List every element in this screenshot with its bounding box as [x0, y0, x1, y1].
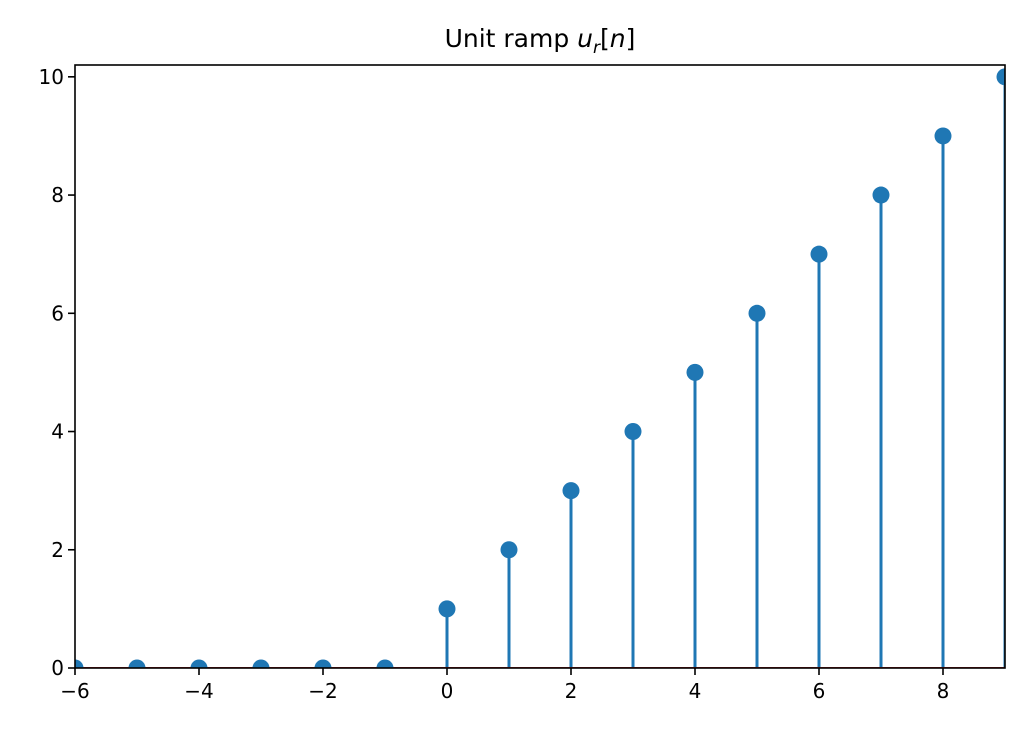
y-tick-label: 2	[51, 538, 64, 562]
y-tick-label: 4	[51, 420, 64, 444]
y-tick-label: 8	[51, 183, 64, 207]
x-tick-label: 2	[565, 679, 578, 703]
x-tick-label: −4	[184, 679, 213, 703]
chart-title-sub: r	[593, 38, 601, 58]
stem-marker	[562, 482, 580, 500]
stem-marker	[128, 659, 146, 668]
stem-marker	[686, 363, 704, 381]
stem-marker	[190, 659, 208, 668]
x-tick-label: 6	[813, 679, 826, 703]
chart-title: Unit ramp ur[n]	[445, 24, 636, 58]
x-tick-label: −6	[60, 679, 89, 703]
stem-marker	[314, 659, 332, 668]
stem-marker	[872, 186, 890, 204]
stem-marker	[500, 541, 518, 559]
stem-marker	[624, 423, 642, 441]
stem-marker	[75, 659, 84, 668]
stem-marker	[748, 304, 766, 322]
stem-marker	[252, 659, 270, 668]
x-tick-label: 8	[937, 679, 950, 703]
x-tick-label: 0	[441, 679, 454, 703]
stem-marks	[75, 68, 1005, 668]
axes-frame	[74, 64, 1006, 669]
chart-title-prefix: Unit ramp	[445, 24, 578, 53]
chart-title-open: [	[600, 24, 610, 53]
x-tick-label: 4	[689, 679, 702, 703]
y-tick-label: 0	[51, 656, 64, 680]
stem-marker	[376, 659, 394, 668]
x-tick-label: −2	[308, 679, 337, 703]
stem-marker	[810, 245, 828, 263]
chart-title-n: n	[610, 24, 626, 53]
stem-marker	[934, 127, 952, 145]
chart-title-close: ]	[626, 24, 636, 53]
stem-marker	[438, 600, 456, 618]
plot-area: −6 −4 −2 0 2 4 6 8 0 2 4 6 8 10	[39, 64, 1006, 703]
chart-title-var: u	[577, 24, 593, 53]
y-tick-label: 6	[51, 301, 64, 325]
stem-marker	[996, 68, 1005, 86]
y-tick-label: 10	[39, 65, 64, 89]
